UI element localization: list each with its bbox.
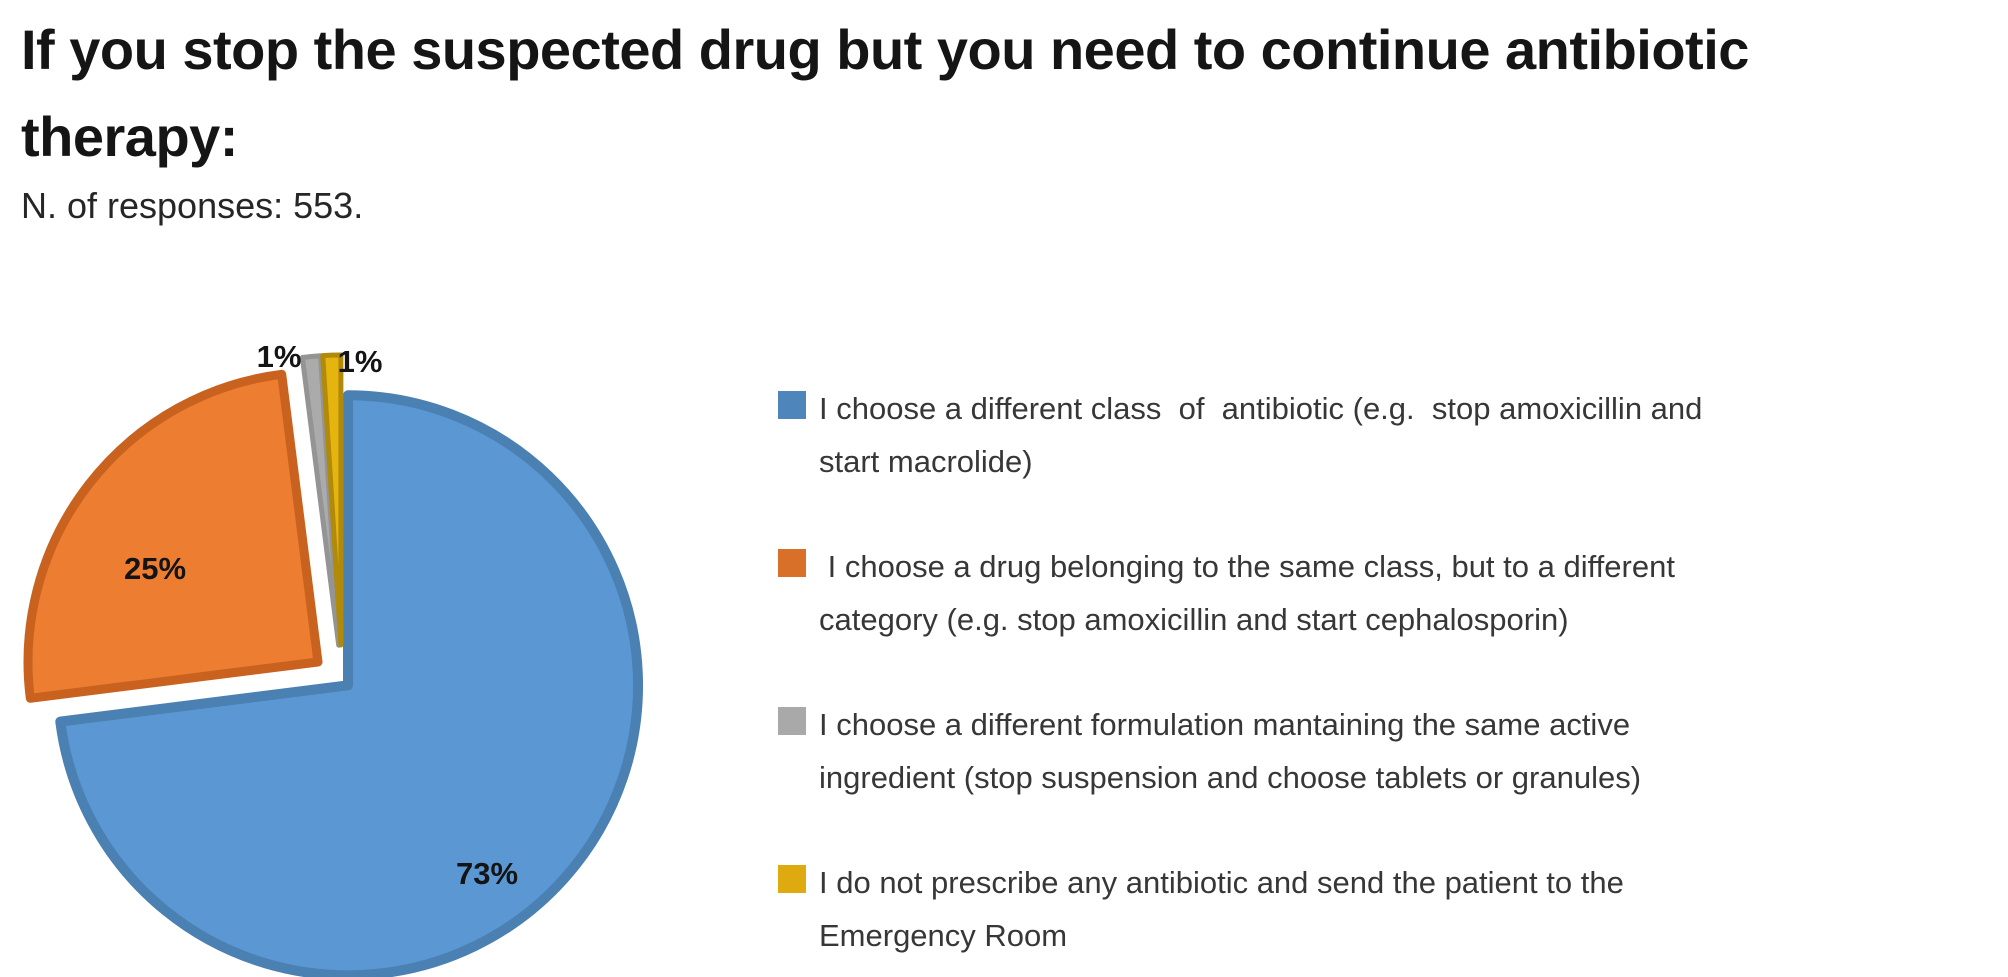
legend-swatch-rect	[778, 707, 806, 735]
pie-slice-same-class-different-category	[23, 369, 323, 703]
pie-slice-different-class-of-antibiotic	[55, 390, 644, 977]
data-label-blue-73pct: 73%	[456, 856, 518, 891]
legend-item-different-formulation: I choose a different formulation mantain…	[778, 698, 2003, 804]
legend-swatch-rect	[778, 391, 806, 419]
legend-swatch-rect	[778, 549, 806, 577]
pie-chart: 1% 1% 25% 73%	[0, 300, 700, 977]
legend-label-same-class-different-category: I choose a drug belonging to the same cl…	[819, 549, 1675, 637]
legend-item-same-class-different-category: I choose a drug belonging to the same cl…	[778, 540, 2003, 646]
header: If you stop the suspected drug but you n…	[21, 0, 1991, 228]
legend-swatch-yellow	[778, 865, 806, 893]
legend: I choose a different class of antibiotic…	[778, 382, 2003, 977]
legend-label-different-formulation: I choose a different formulation mantain…	[819, 707, 1642, 795]
data-label-yellow-1pct: 1%	[338, 344, 383, 379]
data-label-orange-25pct: 25%	[124, 551, 186, 586]
responses-count: N. of responses: 553.	[21, 185, 364, 226]
chart-title: If you stop the suspected drug but you n…	[21, 18, 1749, 168]
pie-chart-svg: 1% 1% 25% 73%	[23, 339, 644, 977]
legend-swatch-orange	[778, 549, 806, 577]
legend-item-no-antibiotic-emergency-room: I do not prescribe any antibiotic and se…	[778, 856, 2003, 962]
pie-slice-no-antibiotic-emergency-room	[320, 352, 344, 648]
legend-swatch-gray	[778, 707, 806, 735]
legend-label-no-antibiotic-emergency-room: I do not prescribe any antibiotic and se…	[819, 865, 1624, 953]
legend-swatch-blue	[778, 391, 806, 419]
legend-swatch-rect	[778, 865, 806, 893]
legend-item-different-class: I choose a different class of antibiotic…	[778, 382, 2003, 488]
data-label-gray-1pct: 1%	[257, 339, 302, 374]
legend-label-different-class: I choose a different class of antibiotic…	[819, 391, 1703, 479]
